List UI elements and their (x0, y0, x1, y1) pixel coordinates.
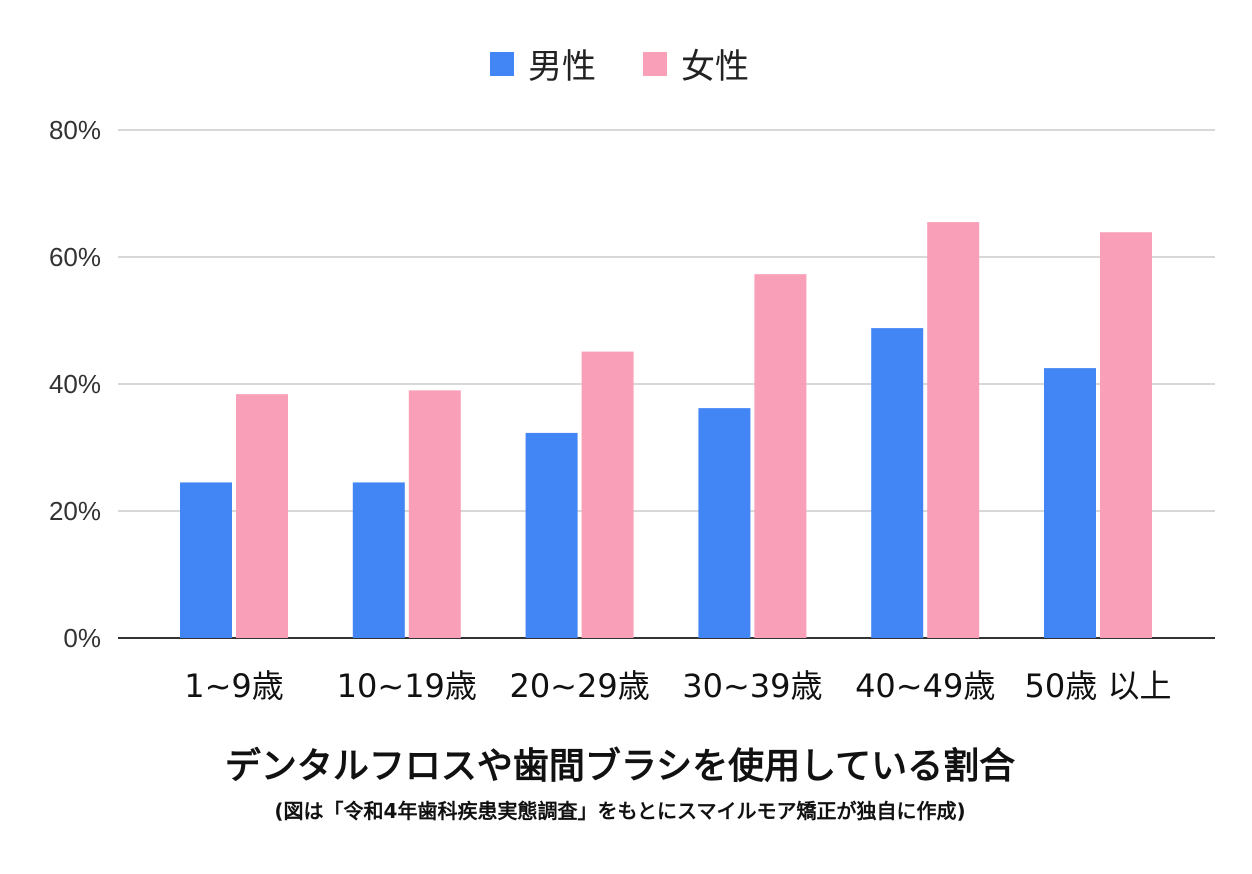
x-axis-ticks: 1~9歳 10~19歳 20~29歳 30~39歳 40~49歳 50歳 以上 (184, 667, 1171, 705)
chart-title: デンタルフロスや歯間ブラシを使用している割合 (225, 745, 1015, 787)
bar-female-5 (1100, 232, 1152, 639)
legend-label-male: 男性 (528, 47, 596, 87)
bar-female-4 (927, 222, 980, 638)
x-tick-label: 50歳 以上 (1025, 667, 1172, 705)
bar-male-1 (352, 482, 405, 638)
legend: 男性 女性 (490, 47, 749, 87)
x-tick-label: 1~9歳 (184, 667, 284, 705)
gridlines (118, 129, 1215, 639)
y-tick-label: 0% (63, 623, 101, 653)
bar-male-0 (180, 482, 232, 638)
y-tick-label: 20% (49, 496, 101, 526)
bar-male-3 (698, 408, 751, 638)
y-tick-label: 80% (49, 115, 101, 145)
legend-swatch-male (490, 52, 514, 76)
x-tick-label: 40~49歳 (855, 667, 995, 705)
bars (180, 222, 1152, 639)
bar-female-1 (408, 390, 461, 638)
bar-male-2 (525, 432, 578, 638)
y-tick-label: 40% (49, 369, 101, 399)
y-axis-ticks: 0% 20% 40% 60% 80% (49, 115, 101, 653)
bar-female-0 (236, 394, 288, 638)
bar-female-2 (581, 351, 634, 638)
bar-male-5 (1044, 368, 1096, 638)
chart-subtitle: (図は「令和4年歯科疾患実態調査」をもとにスマイルモア矯正が独自に作成) (274, 799, 965, 823)
x-tick-label: 30~39歳 (682, 667, 822, 705)
x-tick-label: 10~19歳 (337, 667, 477, 705)
y-tick-label: 60% (49, 242, 101, 272)
legend-swatch-female (643, 52, 667, 76)
bar-female-3 (754, 274, 807, 638)
legend-label-female: 女性 (681, 47, 749, 87)
x-tick-label: 20~29歳 (509, 667, 649, 705)
bar-male-4 (871, 328, 924, 638)
